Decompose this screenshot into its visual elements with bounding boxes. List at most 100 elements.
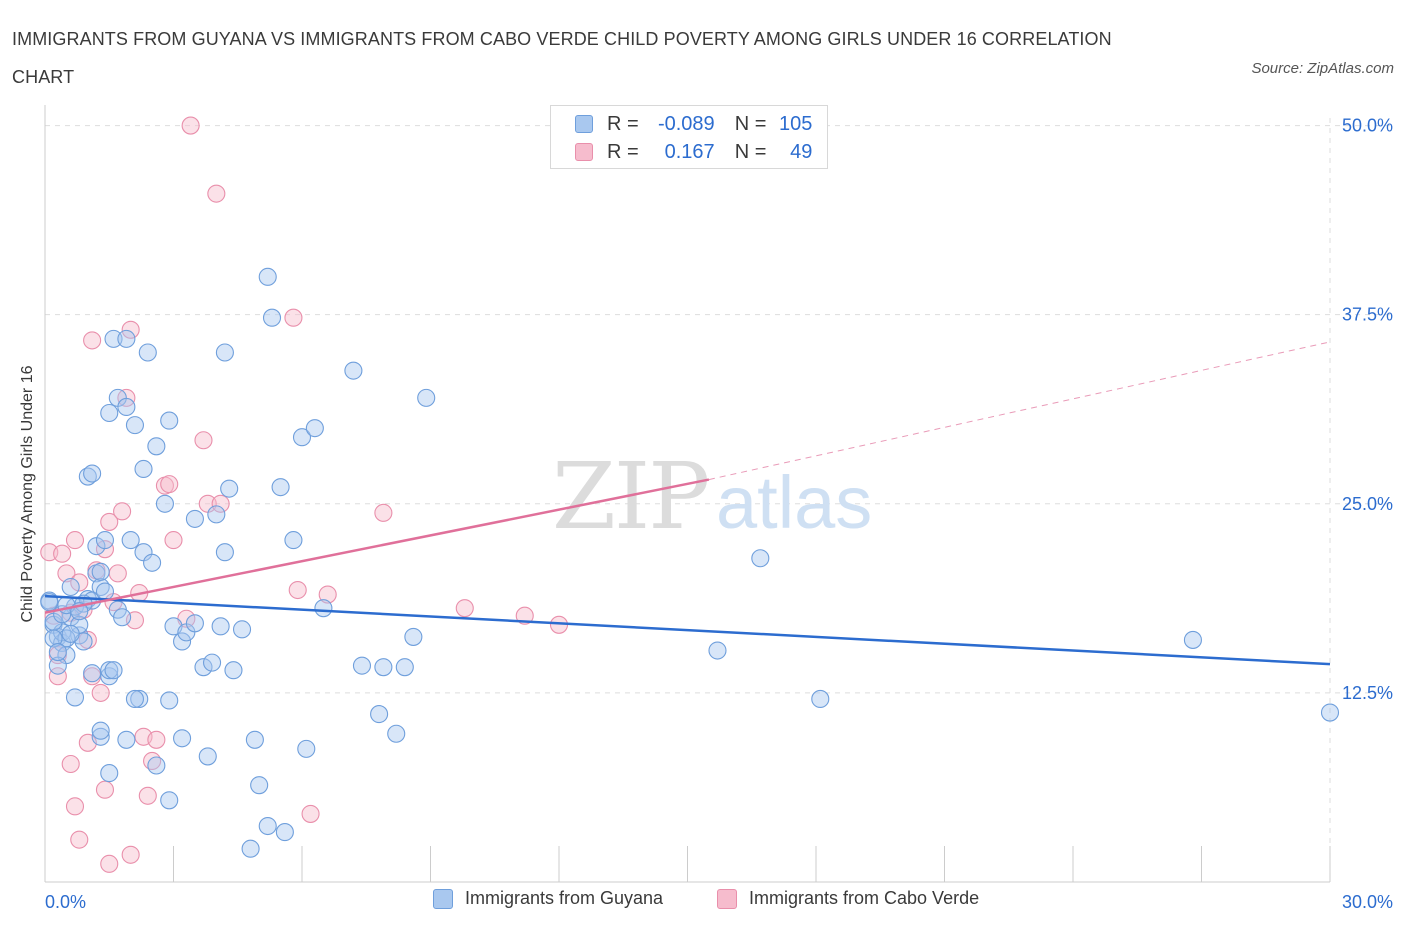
legend-row-guyana: R = -0.089 N = 105 [575, 111, 812, 137]
legend-r-value: 0.167 [664, 140, 715, 163]
legend-swatch-cabo-verde [575, 143, 593, 161]
data-point-cabo-verde [181, 116, 200, 135]
data-point-cabo-verde [65, 531, 85, 550]
data-point-guyana [95, 582, 115, 601]
data-point-guyana [194, 658, 213, 677]
data-point-cabo-verde [164, 531, 183, 550]
data-point-cabo-verde [374, 503, 393, 522]
data-point-guyana [83, 464, 102, 483]
y-tick-label: 25.0% [1342, 494, 1393, 514]
data-point-guyana [275, 823, 294, 842]
data-point-guyana [751, 549, 770, 568]
data-point-guyana [65, 688, 85, 707]
data-point-guyana [160, 691, 179, 710]
legend-swatch-guyana [575, 115, 593, 133]
data-point-cabo-verde [147, 730, 166, 749]
data-point-cabo-verde [61, 754, 80, 774]
data-point-guyana [215, 543, 234, 562]
tick-labels: 12.5% 25.0% 37.5% 50.0% 0.0% 30.0% [45, 116, 1393, 912]
data-point-guyana [83, 664, 102, 683]
data-point-guyana [241, 839, 260, 858]
data-point-cabo-verde [455, 599, 474, 618]
data-point-cabo-verde [53, 544, 72, 563]
y-tick-label: 50.0% [1342, 116, 1393, 136]
data-point-guyana [297, 739, 316, 758]
data-point-cabo-verde [113, 502, 132, 521]
watermark: ZIP atlas [552, 443, 872, 550]
data-point-guyana [91, 721, 110, 740]
data-point-cabo-verde [65, 797, 85, 816]
data-point-guyana [138, 343, 157, 362]
data-point-guyana [1320, 703, 1340, 722]
data-point-guyana [250, 776, 269, 795]
data-point-guyana [198, 747, 217, 766]
data-point-cabo-verde [95, 780, 115, 799]
trendline-cabo-verde [44, 478, 710, 614]
data-point-guyana [117, 397, 136, 417]
data-point-guyana [121, 531, 140, 550]
legend-row-cabo-verde: R = 0.167 N = 49 [575, 139, 812, 165]
data-point-cabo-verde [57, 564, 76, 583]
data-point-guyana [352, 656, 372, 675]
data-point-guyana [173, 632, 192, 651]
data-point-guyana [220, 479, 239, 498]
data-point-guyana [173, 729, 192, 748]
data-point-cabo-verde [48, 667, 67, 686]
bottom-legend-label-cabo-verde: Immigrants from Cabo Verde [749, 888, 980, 908]
data-point-guyana [305, 419, 324, 438]
bottom-legend-cabo-verde: Immigrants from Cabo Verde [717, 888, 979, 909]
data-point-cabo-verde [70, 573, 89, 592]
data-point-guyana [104, 329, 123, 348]
data-point-guyana [207, 505, 226, 524]
data-point-guyana [143, 553, 162, 572]
data-point-guyana [344, 361, 363, 380]
watermark-zip: ZIP [552, 443, 708, 550]
x-tick-label: 0.0% [45, 892, 86, 912]
data-point-guyana [284, 531, 303, 550]
data-point-guyana [44, 629, 63, 648]
data-point-guyana [160, 411, 179, 430]
data-point-guyana [185, 614, 204, 633]
data-point-guyana [48, 656, 67, 675]
data-point-guyana [91, 562, 110, 581]
data-point-guyana [245, 730, 264, 749]
data-point-guyana [395, 658, 414, 677]
data-point-guyana [292, 428, 312, 447]
axes [44, 105, 1331, 883]
trendlines [44, 341, 1331, 666]
data-point-cabo-verde [121, 320, 140, 339]
data-point-guyana [147, 756, 166, 775]
data-point-cabo-verde [108, 564, 127, 583]
data-point-cabo-verde [160, 475, 179, 494]
data-point-guyana [61, 577, 80, 597]
data-point-cabo-verde [83, 331, 102, 350]
legend-n-value: 105 [779, 112, 813, 135]
data-point-cabo-verde [121, 845, 140, 864]
data-point-guyana [185, 509, 204, 528]
legend-r-value: -0.089 [657, 112, 715, 135]
data-point-cabo-verde [515, 606, 534, 625]
data-point-guyana [1183, 630, 1202, 649]
data-point-cabo-verde [207, 184, 226, 203]
watermark-atlas: atlas [716, 461, 872, 544]
data-point-guyana [91, 727, 110, 746]
data-point-guyana [100, 403, 119, 423]
legend-n-label: N = [734, 112, 767, 135]
data-point-guyana [374, 658, 393, 677]
data-point-guyana [232, 620, 252, 639]
data-point-guyana [160, 791, 179, 810]
legend-r-label: R = [607, 112, 639, 135]
data-point-cabo-verde [100, 854, 119, 873]
data-point-cabo-verde [318, 585, 337, 604]
data-point-cabo-verde [100, 512, 119, 531]
bottom-legend-swatch-cabo-verde [717, 888, 737, 909]
data-point-guyana [271, 478, 290, 497]
bottom-legend-swatch-guyana [433, 888, 453, 909]
data-point-guyana [708, 641, 727, 660]
data-point-guyana [134, 459, 153, 479]
data-point-guyana [48, 642, 67, 662]
data-point-guyana [125, 689, 144, 708]
trendline-guyana [44, 594, 1331, 666]
data-point-guyana [811, 689, 830, 708]
